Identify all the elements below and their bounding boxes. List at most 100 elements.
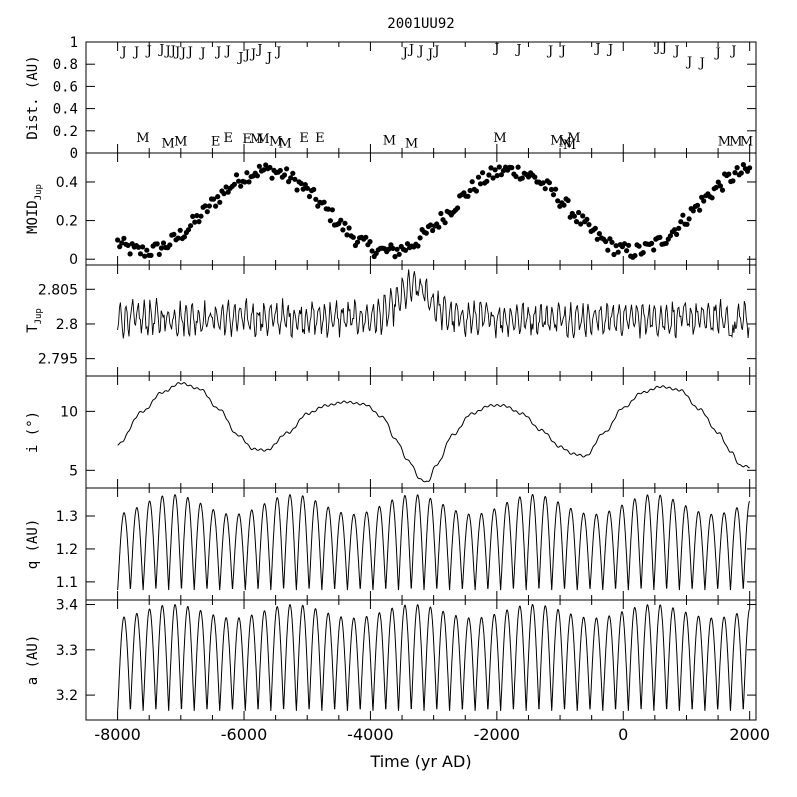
data-point	[586, 222, 592, 228]
data-point	[346, 225, 352, 231]
y-tick-label: 0.8	[53, 57, 78, 73]
data-point	[542, 186, 548, 192]
data-point	[231, 181, 237, 187]
encounter-jupiter: J	[559, 44, 566, 59]
data-point	[188, 223, 194, 229]
data-point	[649, 240, 655, 246]
data-point	[686, 216, 692, 222]
encounter-other: M	[718, 134, 731, 149]
encounter-jupiter: J	[698, 56, 705, 71]
encounter-jupiter: J	[157, 43, 164, 58]
panel-q: 1.1 1.2 1.3 q (AU)	[25, 487, 757, 601]
data-point	[154, 241, 160, 247]
encounter-jupiter: J	[407, 43, 414, 58]
data-point	[148, 252, 154, 258]
encounter-other: E	[211, 134, 221, 149]
data-point	[513, 173, 519, 180]
data-point	[613, 243, 619, 249]
encounter-jupiter: J	[186, 45, 193, 60]
data-point	[363, 234, 369, 240]
y-tick-label: 0.2	[53, 124, 78, 140]
data-point	[678, 219, 684, 225]
y-tick-label: 5	[69, 463, 78, 479]
y-tick-label: 0.4	[56, 175, 78, 191]
encounter-other: M	[269, 134, 282, 149]
data-point	[609, 239, 615, 245]
data-point	[394, 246, 400, 252]
panel-moid: 0 0.2 0.4 MOIDJup	[25, 152, 757, 268]
encounter-jupiter: J	[169, 44, 176, 59]
data-point	[480, 170, 486, 176]
y-axis-label: Dist. (AU)	[25, 55, 41, 139]
data-point	[404, 241, 411, 247]
data-point	[392, 254, 398, 260]
data-point	[713, 184, 719, 190]
panel-frame	[85, 375, 757, 489]
data-point	[730, 178, 736, 184]
x-axis: Time (yr AD) -8000 -6000 -4000 -2000 0 2000	[94, 725, 770, 771]
data-point	[594, 236, 600, 242]
encounter-other: E	[299, 131, 309, 146]
data-point	[540, 180, 546, 186]
data-point	[475, 174, 482, 180]
data-point	[636, 243, 642, 249]
encounter-other: M	[405, 137, 418, 152]
data-point	[550, 192, 557, 198]
data-point	[344, 232, 350, 238]
data-point	[732, 170, 738, 176]
data-point	[615, 249, 621, 255]
data-point	[135, 244, 142, 250]
data-point	[211, 196, 217, 202]
data-point	[298, 180, 304, 187]
data-point	[697, 207, 703, 213]
data-point	[548, 186, 555, 193]
data-point	[671, 227, 678, 233]
panel-frame	[85, 599, 757, 721]
data-point	[236, 178, 242, 184]
x-tick-label: 0	[618, 725, 628, 744]
data-point	[467, 187, 473, 194]
data-point	[680, 212, 686, 218]
data-point	[494, 173, 500, 179]
data-point	[603, 238, 609, 245]
encounter-jupiter: J	[672, 44, 679, 59]
panel-incl: 5 10 i (°)	[25, 375, 757, 489]
data-point	[190, 213, 196, 219]
data-point	[584, 216, 590, 222]
data-point	[202, 203, 208, 209]
encounter-jupiter: J	[119, 45, 126, 60]
encounter-jupiter: J	[179, 46, 186, 61]
panel-tjup: 2.795 2.8 2.805 TJup	[25, 264, 757, 377]
x-tick-label: -8000	[94, 725, 141, 744]
data-point	[117, 244, 123, 250]
encounter-other: M	[174, 134, 187, 149]
data-point	[342, 220, 348, 226]
data-point	[142, 253, 148, 259]
y-axis-label: MOIDJup	[25, 184, 44, 234]
encounter-other: M	[256, 132, 269, 147]
encounter-jupiter: J	[492, 42, 499, 57]
data-point	[690, 208, 696, 214]
data-point	[290, 170, 296, 176]
data-point	[717, 183, 724, 189]
data-point	[246, 179, 252, 185]
data-point	[329, 207, 335, 213]
data-point	[430, 227, 436, 234]
data-point	[244, 170, 250, 176]
data-point	[396, 251, 402, 257]
data-point	[667, 233, 674, 239]
data-point	[684, 221, 690, 227]
encounter-other: M	[250, 132, 263, 147]
encounter-jupiter: J	[660, 40, 667, 55]
encounter-other: M	[563, 138, 576, 153]
data-point	[605, 247, 611, 253]
encounter-jupiter: J	[132, 45, 139, 60]
data-point	[177, 227, 183, 233]
data-point	[423, 230, 429, 236]
data-point	[294, 187, 300, 193]
data-point	[327, 218, 333, 224]
data-point	[215, 194, 221, 200]
data-point	[596, 231, 603, 237]
